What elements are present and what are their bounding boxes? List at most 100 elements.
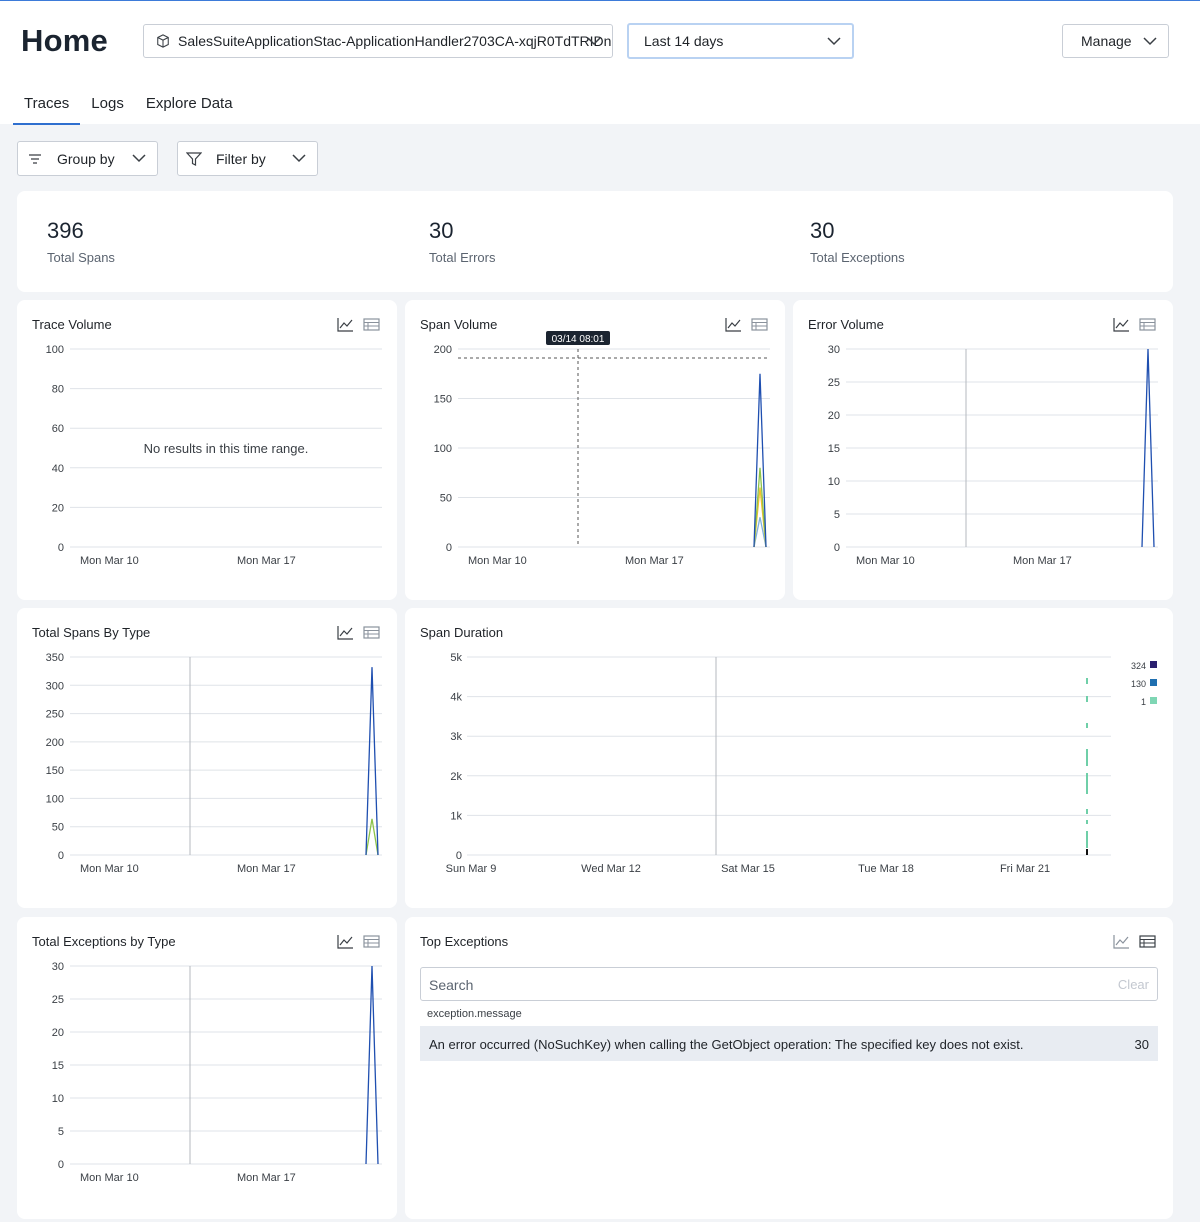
tab-explore-data[interactable]: Explore Data [145, 95, 233, 112]
header: Home SalesSuiteApplicationStac-Applicati… [0, 0, 1200, 125]
table-icon[interactable] [363, 625, 380, 640]
chevron-down-icon [587, 37, 601, 46]
table-icon[interactable] [363, 317, 380, 332]
manage-button[interactable]: Manage [1062, 24, 1169, 58]
legend-swatch [1150, 697, 1157, 704]
y-tick-label: 60 [52, 423, 64, 435]
line-chart-icon[interactable] [337, 317, 354, 332]
total-errors-value: 30 [429, 218, 454, 243]
x-tick-label: Wed Mar 12 [581, 863, 641, 875]
date-range-select[interactable]: Last 14 days [627, 23, 854, 59]
view-toggle [337, 317, 380, 332]
line-chart-icon[interactable] [1113, 934, 1130, 949]
application-select-value: SalesSuiteApplicationStac-ApplicationHan… [178, 33, 612, 49]
chart-svg: 30 25 20 15 10 5 0 Mon Mar 10 Mon Mar 17 [52, 961, 382, 1184]
x-tick-label: Mon Mar 17 [625, 555, 684, 567]
legend-swatch [1150, 661, 1157, 668]
y-tick-label: 100 [46, 793, 64, 805]
y-tick-label: 1k [450, 810, 462, 822]
error-volume-panel: Error Volume 30 25 20 15 10 5 0 Mon Mar 10 Mon M… [793, 300, 1173, 600]
total-exceptions-value: 30 [810, 218, 835, 243]
clear-button[interactable]: Clear [1117, 977, 1149, 992]
table-row[interactable]: An error occurred (NoSuchKey) when calli… [420, 1026, 1158, 1061]
y-tick-label: 20 [52, 1027, 64, 1039]
x-tick-label: Mon Mar 10 [80, 555, 139, 567]
y-tick-label: 150 [434, 394, 452, 406]
x-tick-label: Sat Mar 15 [721, 863, 775, 875]
x-tick-label: Mon Mar 17 [237, 1172, 296, 1184]
panel-title: Span Volume [420, 317, 498, 332]
cube-icon [157, 34, 169, 48]
chart-svg: 100 80 60 40 20 0 Mon Mar 10 Mon Mar 17 No resul… [46, 344, 382, 567]
total-spans-label: Total Spans [47, 250, 115, 265]
filter-by-button[interactable]: Filter by [177, 141, 318, 176]
x-tick-label: Mon Mar 17 [237, 555, 296, 567]
series-line [753, 467, 767, 548]
heatmap-cell [1086, 773, 1088, 794]
spans-by-type-panel: Total Spans By Type 350 300 250 200 150 100 50… [17, 608, 397, 908]
chart-svg: 200 150 100 50 0 Mon Mar 10 Mon Mar 17 03/14 08… [434, 331, 770, 567]
y-tick-label: 20 [52, 502, 64, 514]
legend-label: 130 [1131, 679, 1146, 689]
y-tick-label: 0 [456, 850, 462, 862]
y-tick-label: 100 [46, 344, 64, 356]
x-tick-label: Tue Mar 18 [858, 863, 914, 875]
series-line [365, 818, 379, 856]
view-toggle [725, 317, 768, 332]
tooltip-box [546, 331, 610, 345]
group-by-label: Group by [57, 150, 115, 167]
series-line [365, 965, 379, 1165]
y-tick-label: 2k [450, 771, 462, 783]
group-by-button[interactable]: Group by [17, 141, 158, 176]
y-tick-label: 5 [834, 509, 840, 521]
application-select[interactable]: SalesSuiteApplicationStac-ApplicationHan… [143, 24, 613, 58]
x-tick-label: Mon Mar 10 [856, 555, 915, 567]
x-tick-label: Mon Mar 10 [80, 1172, 139, 1184]
y-tick-label: 30 [52, 961, 64, 973]
view-toggle [1113, 317, 1156, 332]
group-lines-icon [29, 153, 41, 164]
table-icon[interactable] [751, 317, 768, 332]
heatmap-cell [1086, 678, 1088, 684]
total-spans-value: 396 [47, 218, 84, 243]
heatmap-cell [1086, 749, 1088, 766]
table-icon[interactable] [1139, 317, 1156, 332]
y-tick-label: 200 [46, 737, 64, 749]
x-tick-label: Mon Mar 10 [468, 555, 527, 567]
heatmap-cell [1086, 696, 1088, 702]
y-tick-label: 150 [46, 765, 64, 777]
tab-traces[interactable]: Traces [13, 85, 81, 125]
series-line [1141, 348, 1155, 548]
line-chart-icon[interactable] [725, 317, 742, 332]
line-chart-icon[interactable] [337, 625, 354, 640]
summary-card: 396 Total Spans 30 Total Errors 30 Total… [17, 191, 1173, 292]
y-tick-label: 0 [834, 542, 840, 554]
view-toggle [337, 934, 380, 949]
exception-search-input[interactable]: Search Clear [420, 967, 1158, 1001]
y-tick-label: 25 [828, 377, 840, 389]
exception-count: 30 [1134, 1037, 1149, 1052]
table-icon[interactable] [363, 934, 380, 949]
tab-bar: Traces Logs Explore Data [13, 85, 244, 125]
line-chart-icon[interactable] [337, 934, 354, 949]
y-tick-label: 50 [52, 822, 64, 834]
y-tick-label: 0 [58, 850, 64, 862]
top-exceptions-panel: Top Exceptions Search Clear exception.me… [405, 917, 1173, 1219]
exception-message: An error occurred (NoSuchKey) when calli… [429, 1037, 1024, 1052]
y-tick-label: 15 [52, 1060, 64, 1072]
tab-logs[interactable]: Logs [91, 95, 124, 112]
search-placeholder: Search [429, 977, 474, 993]
exceptions-by-type-panel: Total Exceptions by Type 30 25 20 15 10 5 0 Mon… [17, 917, 397, 1219]
y-tick-label: 200 [434, 344, 452, 356]
y-tick-label: 80 [52, 384, 64, 396]
y-tick-label: 10 [828, 476, 840, 488]
line-chart-icon[interactable] [1113, 317, 1130, 332]
table-icon[interactable] [1139, 934, 1156, 949]
y-tick-label: 5k [450, 652, 462, 664]
total-exceptions-label: Total Exceptions [810, 250, 905, 265]
legend-label: 1 [1141, 697, 1146, 707]
panel-title: Trace Volume [32, 317, 112, 332]
y-tick-label: 100 [434, 443, 452, 455]
view-toggle [337, 625, 380, 640]
series-line [365, 667, 379, 856]
